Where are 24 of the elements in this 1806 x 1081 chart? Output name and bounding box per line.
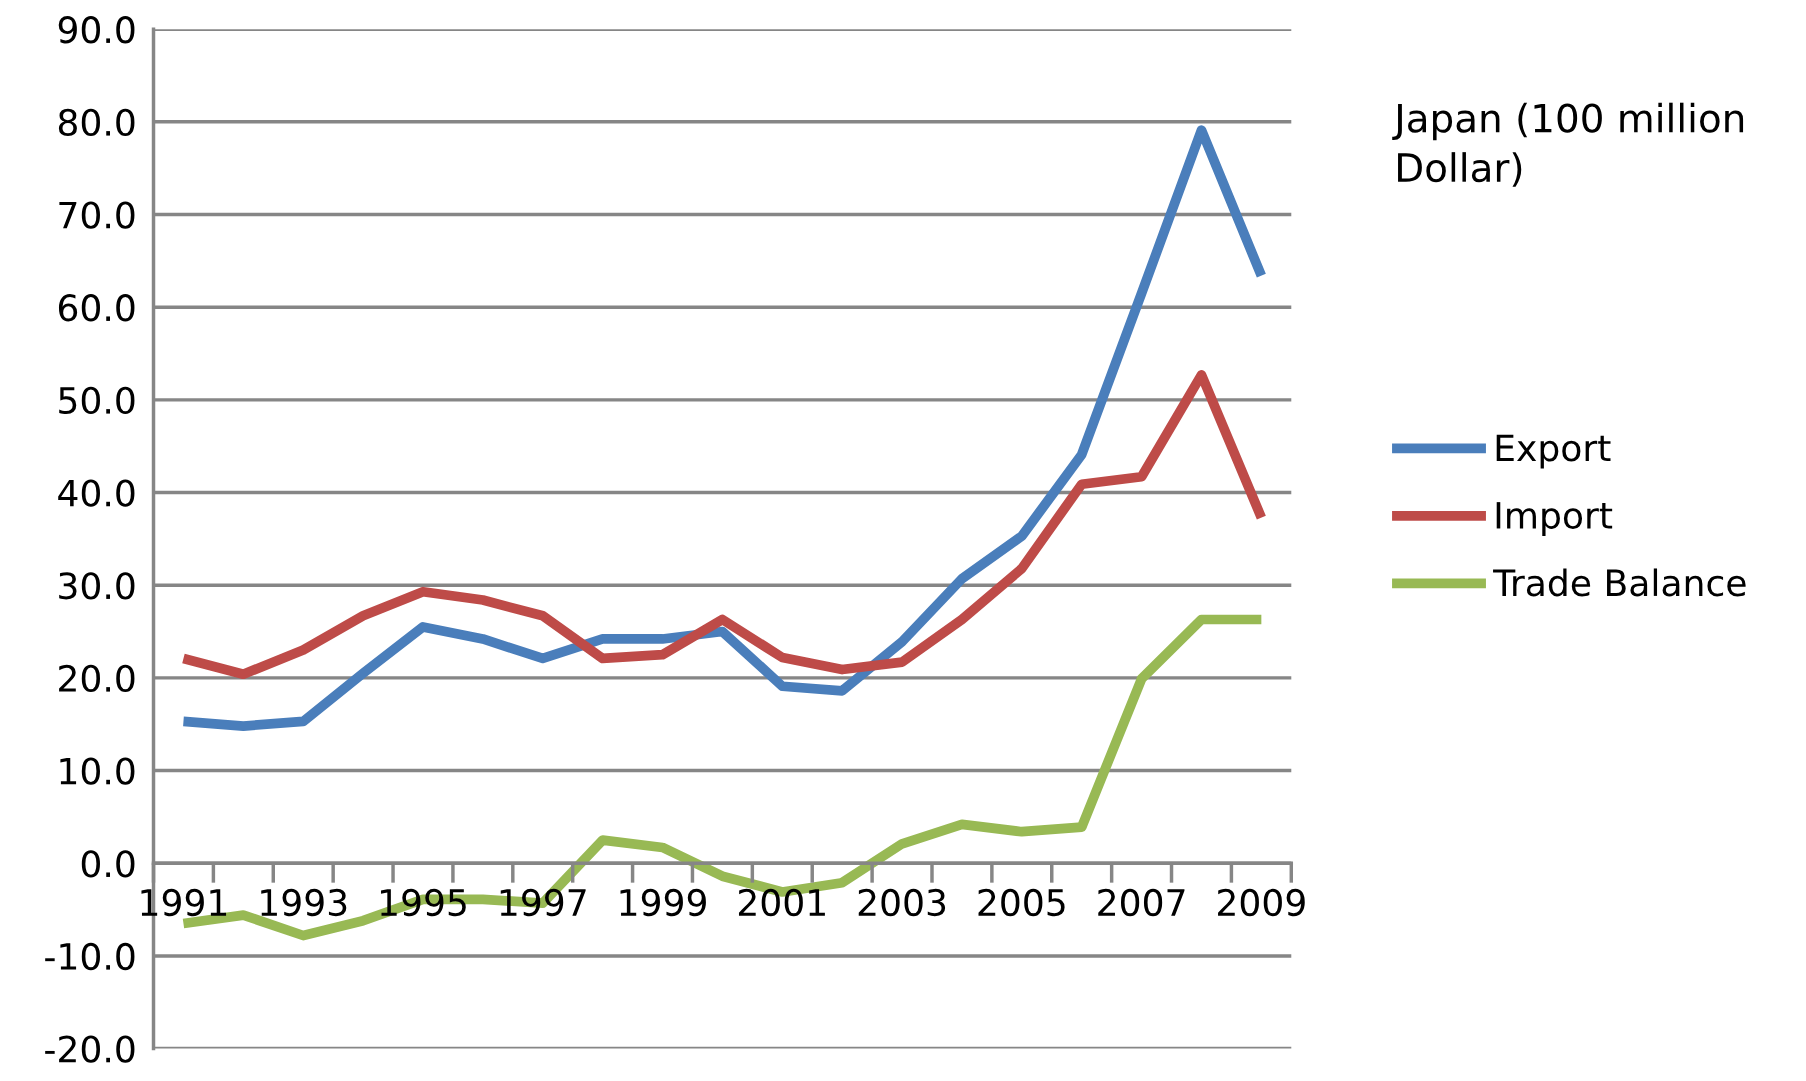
legend-label: Trade Balance bbox=[1493, 568, 1746, 597]
y-tick-label: 50.0 bbox=[59, 386, 135, 415]
x-tick-label: 1999 bbox=[620, 888, 706, 917]
legend-label: Import bbox=[1496, 502, 1613, 536]
text: Japan (100 million Dollar) bbox=[1392, 102, 1744, 187]
y-tick-label: 90.0 bbox=[58, 16, 135, 44]
y-tick-label: 0.0 bbox=[81, 850, 135, 878]
y-tick-label: 80.0 bbox=[58, 108, 135, 137]
x-tick-label: 1993 bbox=[261, 888, 347, 917]
legend-label: Export bbox=[1496, 434, 1611, 469]
x-tick-label: 2007 bbox=[1098, 888, 1185, 917]
y-tick-label: -10.0 bbox=[45, 942, 135, 971]
y-tick-label: 20.0 bbox=[59, 664, 135, 693]
y-tick-label: 10.0 bbox=[60, 757, 135, 785]
x-tick-label: 2005 bbox=[978, 888, 1065, 917]
y-tick-label: -20.0 bbox=[45, 1035, 135, 1063]
y-tick-label: 60.0 bbox=[58, 294, 135, 322]
y-tick-label: 70.0 bbox=[59, 201, 135, 229]
y-tick-label: 40.0 bbox=[58, 479, 135, 507]
x-tick-label: 2003 bbox=[858, 888, 946, 917]
x-tick-label: 2001 bbox=[738, 888, 825, 917]
x-tick-label: 2009 bbox=[1218, 888, 1305, 917]
y-tick-label: 30.0 bbox=[59, 572, 135, 600]
x-tick-label: 1991 bbox=[141, 888, 227, 917]
